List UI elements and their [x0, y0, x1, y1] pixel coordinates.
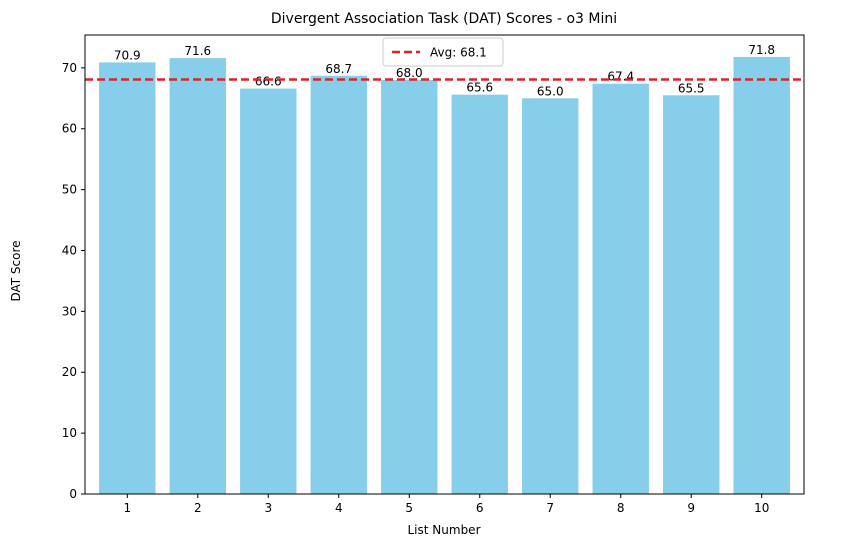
bar-value-label: 67.4 — [607, 70, 634, 84]
x-tick-label: 10 — [754, 501, 769, 515]
bar — [240, 88, 297, 495]
bar — [99, 62, 156, 495]
plot-area: 70.9 71.6 66.6 68.7 68.0 65.6 65.0 67.4 65.5 71.8 — [85, 43, 804, 495]
bar-value-label: 68.7 — [325, 62, 352, 76]
y-tick-label: 60 — [62, 122, 77, 136]
y-axis-label: DAT Score — [9, 240, 23, 301]
x-tick-label: 2 — [194, 501, 202, 515]
bar-value-label: 65.5 — [678, 81, 705, 95]
bar-value-label: 65.0 — [537, 84, 564, 98]
y-tick-label: 30 — [62, 304, 77, 318]
bar — [592, 83, 649, 495]
x-axis-label: List Number — [408, 523, 481, 537]
x-tick-label: 1 — [123, 501, 131, 515]
bar — [663, 95, 720, 495]
bar — [733, 56, 790, 494]
bar — [522, 98, 579, 494]
x-axis: 1 2 3 4 5 6 7 8 9 10 — [123, 494, 769, 515]
x-tick-label: 6 — [476, 501, 484, 515]
bar-value-label: 65.6 — [466, 81, 493, 95]
bar-value-label: 71.6 — [184, 44, 211, 58]
x-tick-label: 5 — [405, 501, 413, 515]
y-tick-label: 10 — [62, 426, 77, 440]
y-tick-label: 20 — [62, 365, 77, 379]
x-tick-label: 3 — [264, 501, 272, 515]
legend: Avg: 68.1 — [382, 37, 504, 67]
legend-box — [382, 37, 504, 67]
bar — [310, 75, 367, 494]
bar-value-label: 71.8 — [748, 43, 775, 57]
y-tick-label: 0 — [69, 487, 77, 501]
bar — [169, 58, 226, 494]
plot-frame — [84, 34, 805, 495]
legend-avg-label: Avg: 68.1 — [430, 46, 487, 60]
y-axis: 0 10 20 30 40 50 60 70 — [62, 61, 85, 501]
x-tick-label: 8 — [617, 501, 625, 515]
bar-value-label: 66.6 — [255, 75, 282, 89]
x-tick-label: 4 — [335, 501, 343, 515]
bar-value-label: 70.9 — [114, 48, 141, 62]
bar — [451, 94, 508, 494]
y-tick-label: 50 — [62, 183, 77, 197]
bar — [381, 80, 438, 495]
bar-value-label: 68.0 — [396, 66, 423, 80]
x-tick-label: 9 — [687, 501, 695, 515]
x-tick-label: 7 — [546, 501, 554, 515]
y-tick-label: 40 — [62, 243, 77, 257]
y-tick-label: 70 — [62, 61, 77, 75]
chart-title: Divergent Association Task (DAT) Scores … — [271, 11, 617, 27]
